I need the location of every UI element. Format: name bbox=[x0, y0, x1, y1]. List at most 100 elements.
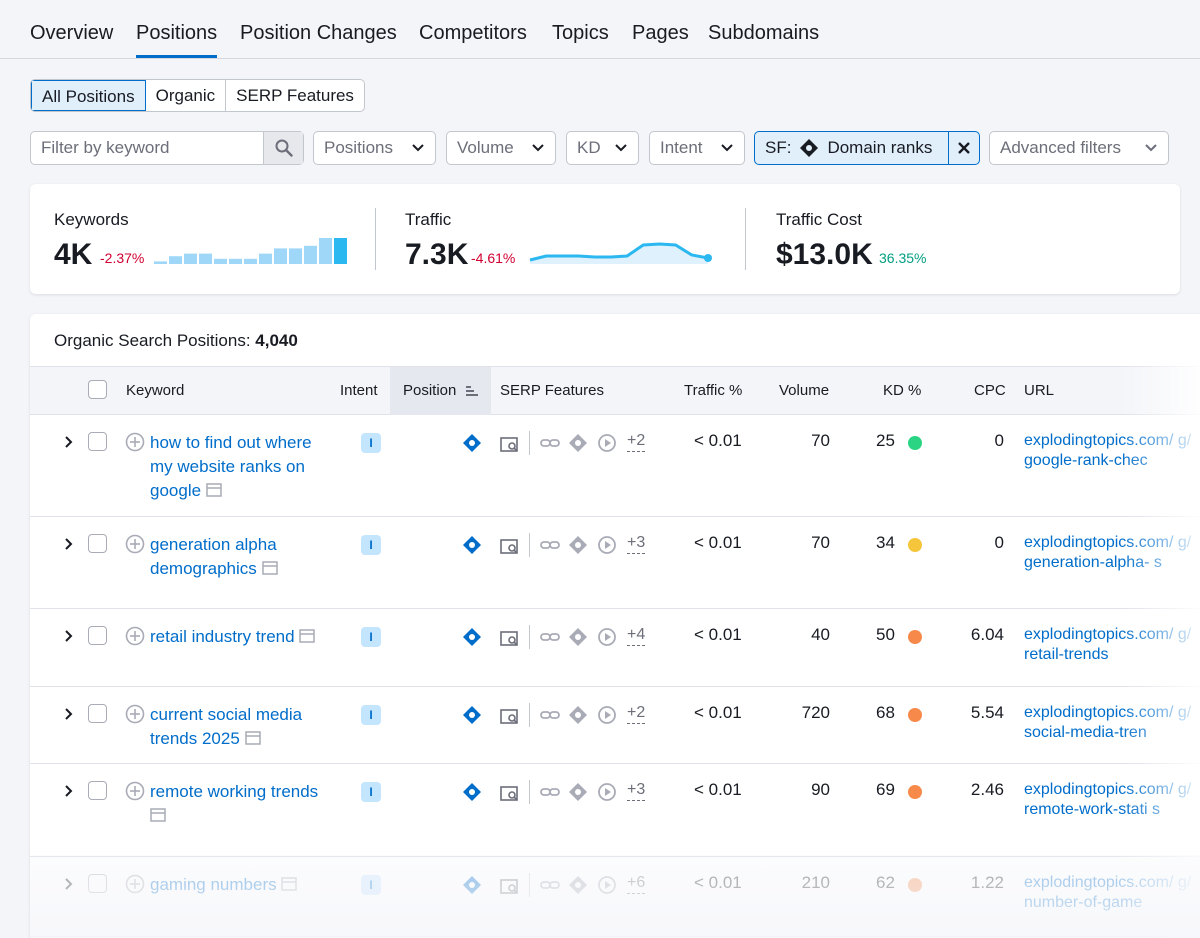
keywords-value: 4K bbox=[54, 238, 93, 271]
serp-snapshot-icon[interactable] bbox=[299, 629, 316, 643]
header-volume[interactable]: Volume bbox=[779, 382, 830, 399]
url-link[interactable]: explodingtopics.com/ g/retail-trends bbox=[1024, 626, 1192, 663]
kd-dropdown[interactable]: KD bbox=[566, 131, 639, 165]
table-row: generation alpha demographics I +3 < 0.0… bbox=[30, 517, 1200, 609]
tab-position-changes[interactable]: Position Changes bbox=[240, 22, 397, 44]
header-url[interactable]: URL bbox=[1024, 382, 1055, 399]
url-link[interactable]: explodingtopics.com/ g/number-of-game bbox=[1024, 874, 1192, 911]
intent-badge[interactable]: I bbox=[361, 875, 381, 895]
table-row: retail industry trend I +4 < 0.01 40 50 … bbox=[30, 609, 1200, 687]
sitelinks-icon bbox=[569, 706, 587, 724]
row-checkbox[interactable] bbox=[88, 704, 107, 723]
traffic-percent: < 0.01 bbox=[694, 431, 742, 450]
domain-ranks-icon bbox=[463, 783, 481, 801]
tab-subdomains[interactable]: Subdomains bbox=[708, 22, 820, 44]
sort-icon[interactable] bbox=[465, 385, 479, 397]
sf-prefix: SF: bbox=[765, 138, 792, 157]
more-serp-features[interactable]: +4 bbox=[627, 625, 646, 646]
keyword-link[interactable]: generation alpha demographics bbox=[150, 533, 330, 581]
url-link[interactable]: explodingtopics.com/ g/generation-alpha-… bbox=[1024, 534, 1192, 571]
volume-text: 90 bbox=[811, 780, 830, 799]
keyword-link[interactable]: how to find out where my website ranks o… bbox=[150, 431, 330, 503]
tab-overview[interactable]: Overview bbox=[30, 22, 114, 44]
traffic-cost-metric: Traffic Cost $13.0K 36.35% bbox=[776, 210, 926, 271]
serp-preview-icon bbox=[500, 786, 518, 801]
serp-feature-filter-chip[interactable]: SF: Domain ranks bbox=[754, 131, 980, 165]
advanced-filters-dropdown[interactable]: Advanced filters bbox=[989, 131, 1169, 165]
video-icon bbox=[598, 536, 616, 554]
expand-icon[interactable] bbox=[64, 435, 74, 449]
more-serp-features[interactable]: +3 bbox=[627, 780, 646, 801]
serp-snapshot-icon[interactable] bbox=[281, 877, 298, 891]
row-checkbox[interactable] bbox=[88, 781, 107, 800]
add-keyword-icon[interactable] bbox=[125, 432, 145, 452]
header-keyword[interactable]: Keyword bbox=[126, 382, 185, 399]
table-row: remote working trends I +3 < 0.01 90 69 … bbox=[30, 764, 1200, 857]
tab-topics[interactable]: Topics bbox=[552, 22, 609, 44]
volume-text: 70 bbox=[811, 431, 830, 450]
serp-snapshot-icon[interactable] bbox=[261, 561, 278, 575]
all-positions-button[interactable]: All Positions bbox=[31, 80, 146, 111]
organic-button[interactable]: Organic bbox=[146, 80, 227, 111]
header-intent[interactable]: Intent bbox=[340, 382, 378, 399]
more-serp-features[interactable]: +3 bbox=[627, 533, 646, 554]
header-serp-features[interactable]: SERP Features bbox=[500, 382, 604, 399]
add-keyword-icon[interactable] bbox=[125, 534, 145, 554]
add-keyword-icon[interactable] bbox=[125, 704, 145, 724]
kd-indicator bbox=[908, 785, 922, 799]
volume-text: 70 bbox=[811, 533, 830, 552]
keyword-filter-input[interactable]: Filter by keyword bbox=[41, 138, 170, 157]
intent-badge[interactable]: I bbox=[361, 627, 381, 647]
more-serp-features[interactable]: +6 bbox=[627, 873, 646, 894]
keyword-link[interactable]: current social media trends 2025 bbox=[150, 703, 330, 751]
expand-icon[interactable] bbox=[64, 629, 74, 643]
serp-features-button[interactable]: SERP Features bbox=[236, 86, 354, 105]
serp-snapshot-icon[interactable] bbox=[206, 483, 222, 497]
search-button[interactable] bbox=[263, 132, 303, 164]
more-serp-features[interactable]: +2 bbox=[627, 703, 646, 724]
header-position[interactable]: Position bbox=[403, 382, 457, 399]
link-icon bbox=[540, 439, 560, 447]
row-checkbox[interactable] bbox=[88, 534, 107, 553]
add-keyword-icon[interactable] bbox=[125, 874, 145, 894]
sitelinks-icon bbox=[569, 783, 587, 801]
more-serp-features[interactable]: +2 bbox=[627, 431, 646, 452]
positions-dropdown[interactable]: Positions bbox=[313, 131, 436, 165]
intent-badge[interactable]: I bbox=[361, 433, 381, 453]
serp-snapshot-icon[interactable] bbox=[244, 731, 261, 745]
keyword-link[interactable]: remote working trends bbox=[150, 780, 330, 828]
intent-badge[interactable]: I bbox=[361, 705, 381, 725]
keyword-filter[interactable]: Filter by keyword bbox=[30, 131, 304, 165]
intent-badge[interactable]: I bbox=[361, 535, 381, 555]
tab-pages[interactable]: Pages bbox=[632, 22, 689, 44]
serp-snapshot-icon[interactable] bbox=[150, 808, 166, 822]
expand-icon[interactable] bbox=[64, 707, 74, 721]
remove-filter-button[interactable] bbox=[948, 132, 979, 164]
select-all-checkbox[interactable] bbox=[88, 380, 107, 399]
tab-competitors[interactable]: Competitors bbox=[419, 22, 527, 44]
intent-dropdown[interactable]: Intent bbox=[649, 131, 745, 165]
traffic-percent: < 0.01 bbox=[694, 533, 742, 552]
intent-badge[interactable]: I bbox=[361, 782, 381, 802]
header-traffic[interactable]: Traffic % bbox=[684, 382, 743, 399]
header-cpc[interactable]: CPC bbox=[974, 382, 1006, 399]
keyword-link[interactable]: gaming numbers bbox=[150, 873, 330, 897]
header-kd[interactable]: KD % bbox=[883, 382, 922, 399]
domain-ranks-icon bbox=[463, 706, 481, 724]
add-keyword-icon[interactable] bbox=[125, 781, 145, 801]
row-checkbox[interactable] bbox=[88, 626, 107, 645]
url-link[interactable]: explodingtopics.com/ g/google-rank-chec bbox=[1024, 432, 1192, 469]
expand-icon[interactable] bbox=[64, 784, 74, 798]
row-checkbox[interactable] bbox=[88, 432, 107, 451]
expand-icon[interactable] bbox=[64, 877, 74, 891]
row-checkbox[interactable] bbox=[88, 874, 107, 893]
url-link[interactable]: explodingtopics.com/ g/social-media-tren bbox=[1024, 704, 1192, 741]
cpc-text: 0 bbox=[994, 533, 1004, 552]
expand-icon[interactable] bbox=[64, 537, 74, 551]
video-icon bbox=[598, 434, 616, 452]
add-keyword-icon[interactable] bbox=[125, 626, 145, 646]
keyword-link[interactable]: retail industry trend bbox=[150, 625, 330, 649]
tab-positions[interactable]: Positions bbox=[136, 22, 218, 58]
url-link[interactable]: explodingtopics.com/ g/remote-work-stati… bbox=[1024, 781, 1192, 818]
volume-dropdown[interactable]: Volume bbox=[446, 131, 556, 165]
